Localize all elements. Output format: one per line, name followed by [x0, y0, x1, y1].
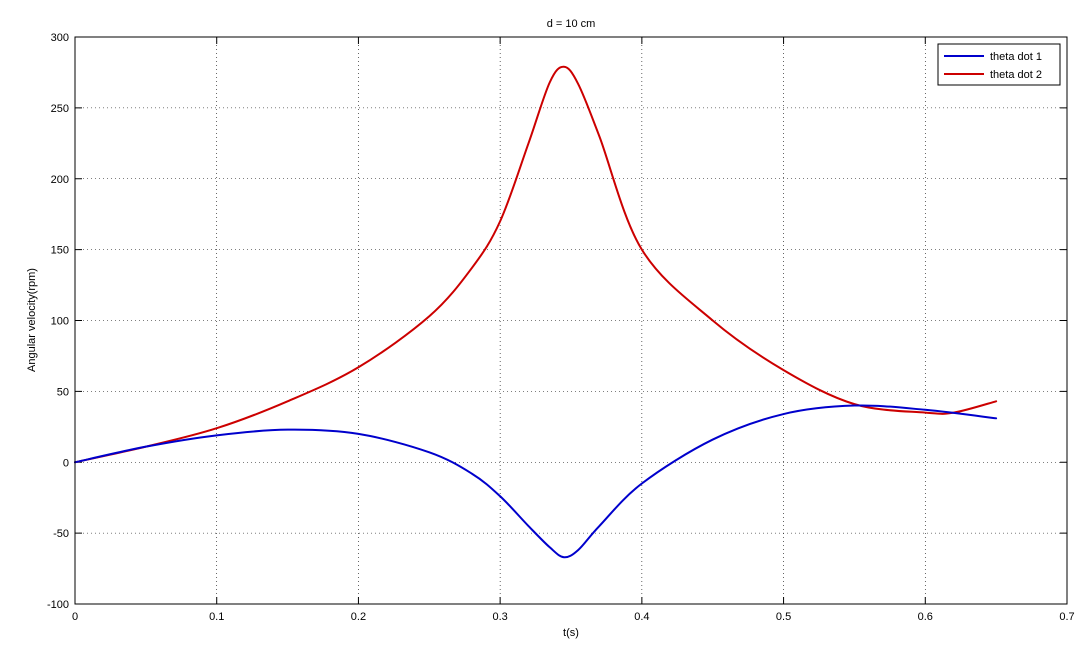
legend: theta dot 1 theta dot 2 [937, 43, 1061, 86]
y-tick-labels: -100 -50 0 50 100 150 200 250 300 [47, 32, 69, 611]
x-tick-label: 0.1 [209, 611, 224, 623]
y-tick-label: 100 [51, 316, 69, 328]
x-tick-label: 0.5 [776, 611, 791, 623]
y-tick-label: 50 [57, 386, 69, 398]
x-tick-label: 0 [72, 611, 78, 623]
y-tick-label: 0 [63, 457, 69, 469]
series-line-theta-dot-1 [74, 404, 998, 559]
y-axis-label: Angular velocity(rpm) [26, 268, 38, 372]
x-tick-label: 0.4 [634, 611, 649, 623]
legend-label-theta-dot-2: theta dot 2 [990, 69, 1042, 81]
x-tick-label: 0.3 [492, 611, 507, 623]
y-tick-label: 300 [51, 32, 69, 44]
grid-lines [75, 37, 1067, 604]
legend-box [937, 43, 1061, 86]
x-axis-label: t(s) [563, 627, 579, 639]
y-tick-label: 250 [51, 103, 69, 115]
x-tick-label: 0.2 [351, 611, 366, 623]
x-tick-label: 0.6 [918, 611, 933, 623]
x-tick-labels: 0 0.1 0.2 0.3 0.4 0.5 0.6 0.7 [72, 611, 1075, 623]
y-tick-label: -100 [47, 599, 69, 611]
y-tick-label: 200 [51, 174, 69, 186]
series-line-theta-dot-2 [74, 65, 998, 464]
y-tick-label: 150 [51, 245, 69, 257]
chart-title: d = 10 cm [547, 18, 596, 30]
x-tick-label: 0.7 [1059, 611, 1074, 623]
series-lines [74, 65, 998, 559]
y-tick-label: -50 [53, 528, 69, 540]
legend-label-theta-dot-1: theta dot 1 [990, 51, 1042, 63]
plot-frame [74, 36, 1068, 605]
